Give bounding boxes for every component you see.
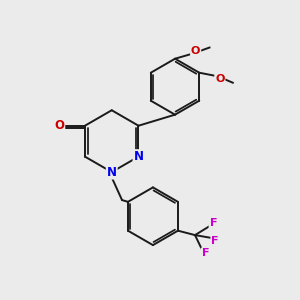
Text: O: O — [54, 119, 64, 132]
Text: N: N — [134, 150, 143, 163]
Text: N: N — [107, 166, 117, 178]
Text: F: F — [209, 218, 217, 228]
Text: O: O — [191, 46, 200, 56]
Text: F: F — [211, 236, 219, 246]
Text: O: O — [215, 74, 225, 84]
Text: F: F — [202, 248, 209, 258]
